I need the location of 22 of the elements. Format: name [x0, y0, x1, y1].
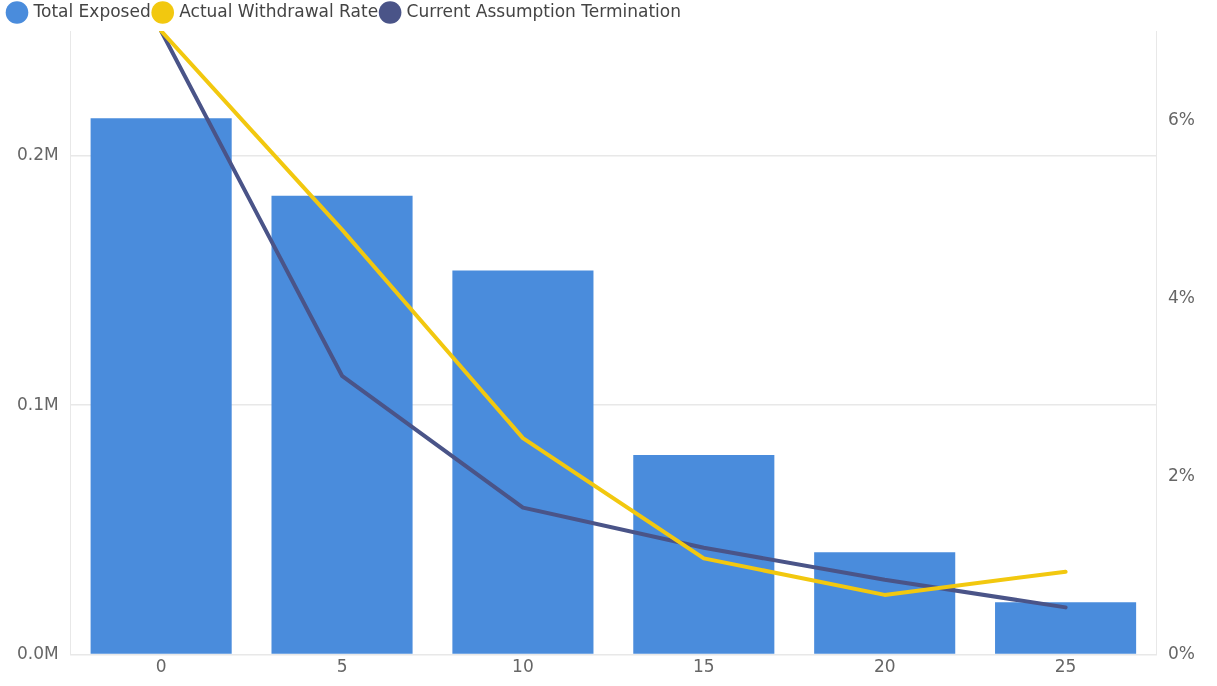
- y-tick-label: 0.0M: [17, 643, 59, 664]
- legend-label: Actual Withdrawal Rate: [179, 0, 379, 21]
- legend-label: Current Assumption Termination: [406, 0, 681, 21]
- x-tick-label: 20: [873, 656, 896, 677]
- y2-tick-label: 6%: [1168, 108, 1196, 129]
- bar: [814, 552, 956, 654]
- bar: [452, 270, 594, 654]
- x-tick-label: 25: [1054, 656, 1077, 677]
- y2-tick-label: 4%: [1168, 286, 1196, 307]
- bar: [995, 602, 1137, 654]
- x-tick-label: 0: [155, 656, 167, 677]
- bar: [271, 195, 413, 654]
- y-tick-label: 0.2M: [17, 144, 59, 165]
- x-tick-label: 15: [692, 656, 715, 677]
- y2-tick-label: 0%: [1168, 643, 1196, 664]
- x-tick-label: 5: [336, 656, 348, 677]
- y2-tick-label: 2%: [1168, 464, 1196, 485]
- bar: [633, 455, 775, 654]
- legend-label: Total Exposed: [32, 0, 151, 21]
- x-tick-label: 10: [512, 656, 534, 677]
- bar: [90, 118, 232, 654]
- y-tick-label: 0.1M: [17, 393, 59, 414]
